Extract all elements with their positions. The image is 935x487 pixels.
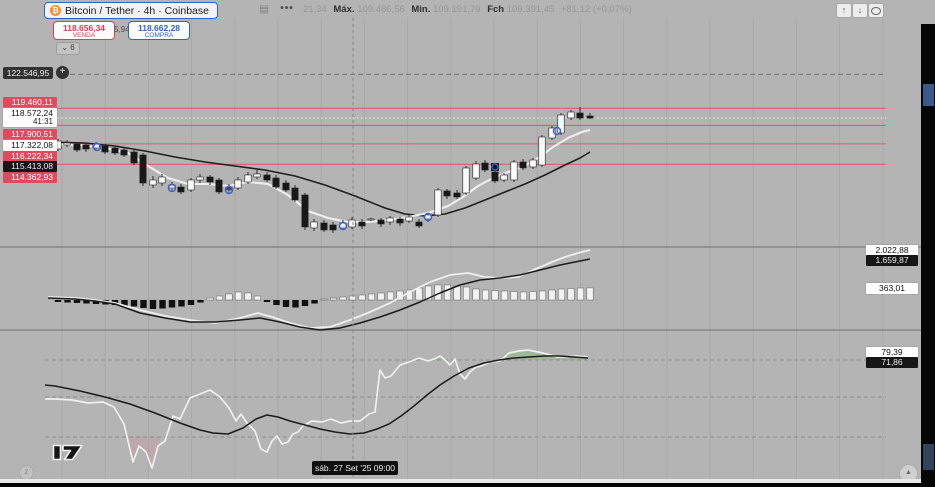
indicator-value-label[interactable]: 71,86 — [866, 357, 918, 368]
indicators-collapse-button[interactable]: ⌄ 6 — [56, 42, 80, 55]
background-window-fragment — [923, 444, 934, 470]
more-options-button[interactable]: ••• — [280, 3, 294, 14]
arrow-up-button[interactable]: ↑ — [836, 3, 852, 18]
ohlc-change: +81,12 (+0,07%) — [560, 4, 632, 15]
camera-icon — [871, 6, 881, 15]
ohlc-close-label: Fch — [487, 4, 505, 15]
ohlc-max: 109.486,56 — [357, 4, 405, 15]
tradingview-logo[interactable] — [52, 444, 84, 461]
sell-price: 118.656,34 — [62, 23, 106, 33]
symbol-button[interactable]: ₿ Bitcoin / Tether · 4h · Coinbase — [44, 2, 218, 19]
indicator-value-label[interactable]: 2.022,88 — [866, 245, 918, 256]
arrow-down-button[interactable]: ↓ — [852, 3, 868, 18]
add-alert-icon[interactable]: + — [56, 66, 69, 79]
buy-price: 118.662,28 — [137, 23, 181, 33]
price-label-ma-black[interactable]: 115.413,08 — [3, 161, 57, 172]
indicator-value-label[interactable]: 1.659,87 — [866, 255, 918, 266]
price-label-level[interactable]: 116.222,34 — [3, 151, 57, 162]
indicator-value-label[interactable]: 79,39 — [866, 347, 918, 358]
countdown: 41:31 — [32, 117, 53, 126]
background-window-fragment — [923, 84, 934, 106]
chart-view-icon[interactable]: ▤ — [259, 4, 269, 15]
status-badge[interactable]: z — [19, 465, 34, 480]
sell-button[interactable]: 118.656,34 VENDA — [53, 21, 115, 40]
buy-button[interactable]: 118.662,28 COMPRA — [128, 21, 190, 40]
price-label-level[interactable]: 117.900,51 — [3, 129, 57, 140]
crosshair-date-label: sáb. 27 Set '25 09:00 — [312, 461, 398, 475]
price-label-last[interactable]: 118.572,24 41:31 — [3, 108, 57, 127]
ohlc-open: 21,34 — [303, 4, 327, 15]
window-edge-right — [921, 24, 935, 483]
ohlc-min-label: Min. — [411, 4, 431, 15]
spread-value: 5,94 — [114, 25, 130, 34]
indicator-value-label[interactable]: 363,01 — [866, 283, 918, 294]
ohlc-min: 109.191,79 — [433, 4, 481, 15]
camera-button[interactable] — [868, 3, 884, 18]
price-label-level[interactable]: 119.460,11 — [3, 97, 57, 108]
window-edge-strip — [0, 479, 921, 483]
alert-price-label[interactable]: 122.546,95 — [3, 67, 53, 79]
price-label-level[interactable]: 114.362,93 — [3, 172, 57, 183]
buy-label: COMPRA — [144, 32, 174, 39]
ohlc-max-label: Máx. — [333, 4, 355, 15]
window-edge-bottom — [0, 483, 935, 487]
ohlc-readout: 21,34 Máx. 109.486,56 Min. 109.191,79 Fc… — [303, 4, 636, 15]
ohlc-close: 109.391,45 — [506, 4, 555, 15]
btc-icon: ₿ — [50, 5, 61, 16]
symbol-title: Bitcoin / Tether · 4h · Coinbase — [65, 4, 209, 17]
sell-label: VENDA — [72, 32, 96, 39]
price-label-ma-white[interactable]: 117.322,08 — [3, 140, 57, 151]
